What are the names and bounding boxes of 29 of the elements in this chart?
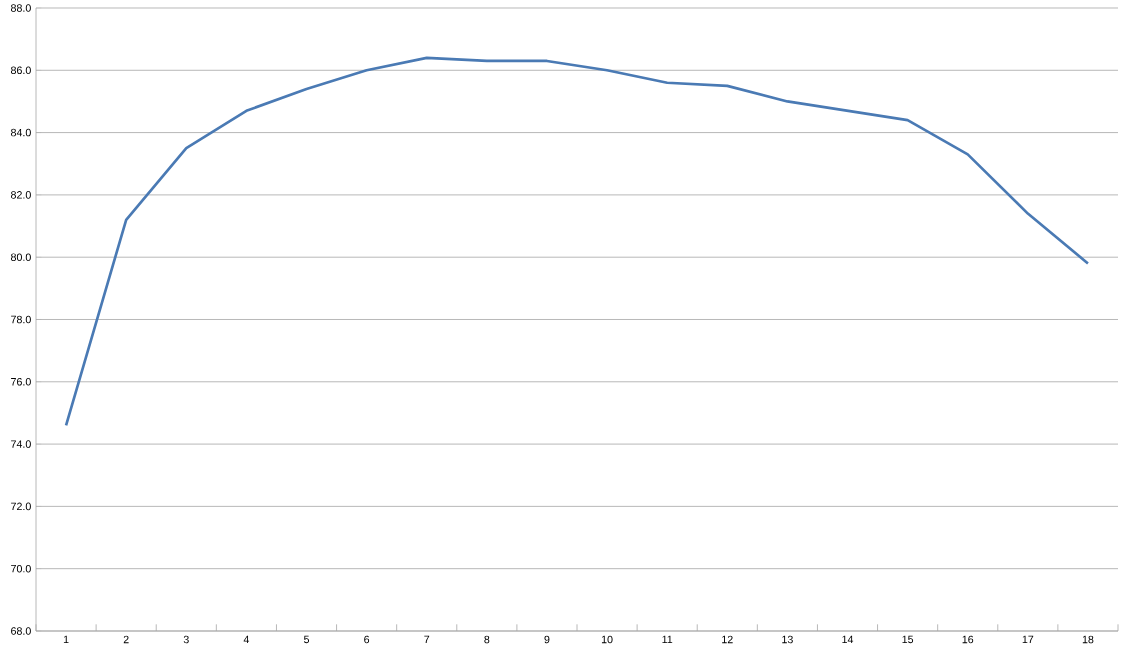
x-tick-label: 5 (303, 635, 310, 644)
x-tick-label: 12 (722, 635, 733, 644)
x-tick-label: 18 (1082, 635, 1094, 644)
x-tick-label: 6 (364, 635, 370, 644)
x-tick-label: 8 (484, 635, 490, 644)
x-tick-label: 14 (842, 635, 854, 644)
x-tick-label: 13 (782, 635, 793, 644)
y-tick-label: 86.0 (11, 66, 31, 75)
x-tick-label: 2 (123, 635, 129, 644)
y-tick-label: 78.0 (11, 315, 31, 324)
y-tick-label: 74.0 (11, 440, 31, 448)
x-tick-label: 1 (63, 635, 69, 644)
x-tick-label: 9 (544, 635, 550, 644)
x-tick-label: 15 (902, 635, 914, 644)
x-tick-label: 11 (662, 635, 673, 644)
y-tick-label: 70.0 (11, 564, 31, 573)
x-tick-label: 17 (1022, 635, 1034, 644)
y-tick-label: 88.0 (11, 4, 31, 12)
y-tick-label: 80.0 (11, 253, 31, 261)
y-tick-label: 76.0 (11, 378, 31, 386)
x-tick-label: 7 (424, 635, 430, 644)
y-tick-label: 82.0 (11, 191, 31, 199)
y-tick-label: 68.0 (11, 627, 31, 635)
y-tick-label: 84.0 (11, 128, 31, 137)
x-tick-label: 16 (962, 635, 974, 644)
x-tick-label: 4 (243, 635, 250, 644)
x-tick-label: 3 (183, 635, 189, 644)
y-tick-label: 72.0 (11, 502, 31, 511)
x-tick-label: 10 (601, 635, 613, 644)
